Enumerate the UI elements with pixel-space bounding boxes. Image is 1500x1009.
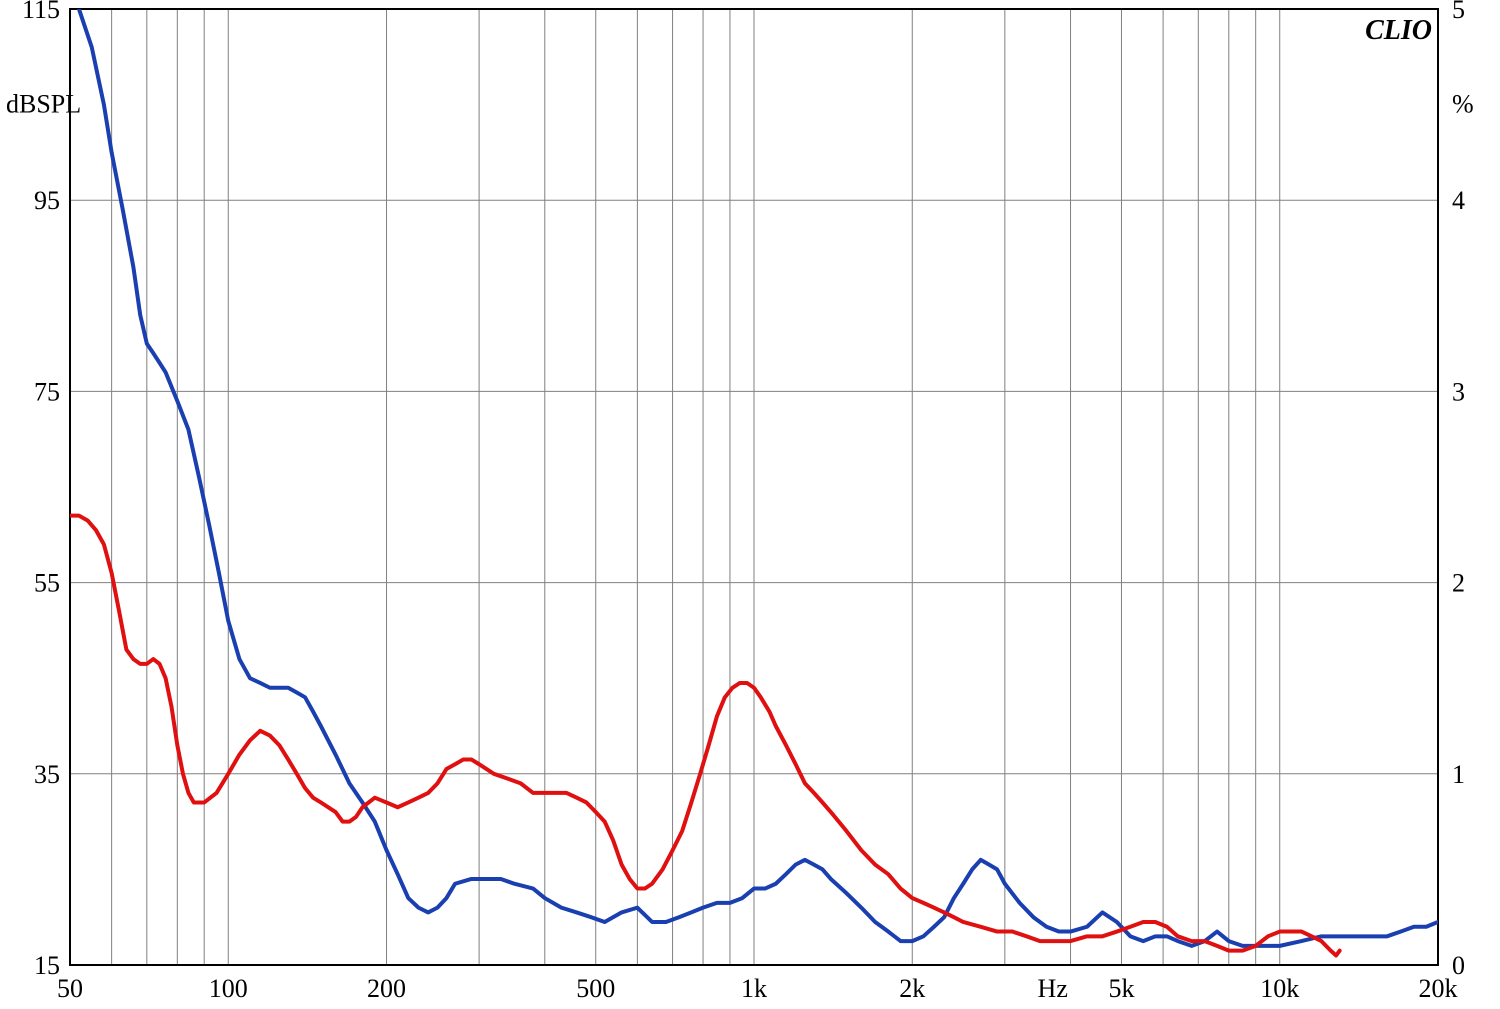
- x-tick-label: 10k: [1260, 974, 1299, 1003]
- x-tick-label: 200: [367, 974, 406, 1003]
- y-left-tick-label: 15: [34, 951, 60, 980]
- x-tick-label: 100: [209, 974, 248, 1003]
- x-tick-label: 5k: [1108, 974, 1134, 1003]
- y-right-tick-label: 0: [1452, 951, 1465, 980]
- x-tick-label: 500: [576, 974, 615, 1003]
- frequency-response-chart: 501002005001k2k5k10k20kHz1535557595115dB…: [0, 0, 1500, 1009]
- y-right-tick-label: 2: [1452, 569, 1465, 598]
- y-left-tick-label: 35: [34, 760, 60, 789]
- y-right-tick-label: 5: [1452, 0, 1465, 24]
- y-left-tick-label: 75: [34, 377, 60, 406]
- x-tick-label: 1k: [741, 974, 767, 1003]
- y-right-tick-label: 3: [1452, 377, 1465, 406]
- y-left-tick-label: 55: [34, 569, 60, 598]
- y-right-tick-label: 1: [1452, 760, 1465, 789]
- x-axis-label: Hz: [1038, 974, 1068, 1003]
- y-left-axis-label: dBSPL: [6, 90, 81, 119]
- x-tick-label: 50: [57, 974, 83, 1003]
- y-right-axis-label: %: [1452, 90, 1474, 119]
- y-left-tick-label: 95: [34, 186, 60, 215]
- chart-container: 501002005001k2k5k10k20kHz1535557595115dB…: [0, 0, 1500, 1009]
- x-tick-label: 2k: [899, 974, 925, 1003]
- y-left-tick-label: 115: [22, 0, 60, 24]
- y-right-tick-label: 4: [1452, 186, 1465, 215]
- watermark-clio: CLIO: [1365, 15, 1432, 46]
